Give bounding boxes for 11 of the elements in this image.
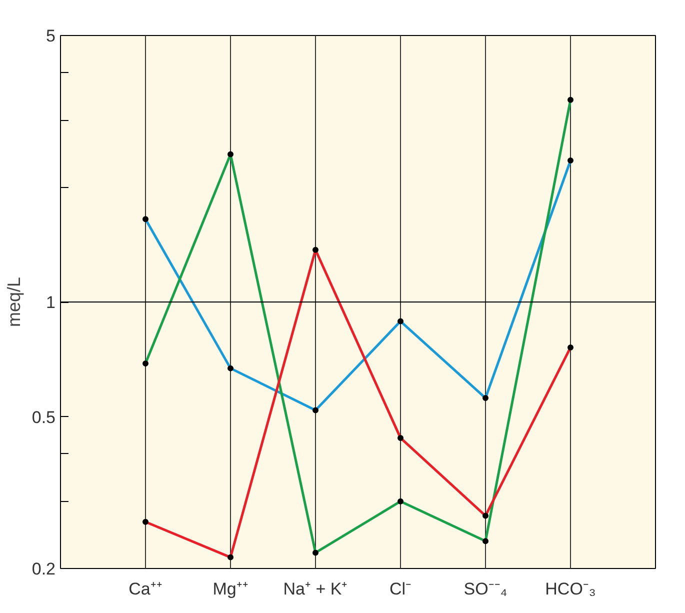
y-tick-label: 0.5 [32, 408, 56, 427]
y-tick-label: 1 [46, 293, 56, 312]
x-tick-label: Mg⁺⁺ [212, 580, 248, 598]
x-tick-label: SO⁻⁻₄ [464, 580, 508, 598]
y-tick-label: 5 [46, 26, 56, 46]
x-tick-label: HCO⁻₃ [545, 580, 596, 598]
x-tick-label: Ca⁺⁺ [128, 580, 162, 598]
y-axis-title: meq/L [4, 276, 24, 328]
x-tick-label: Cl⁻ [389, 580, 412, 598]
x-tick-label: Na⁺ + K⁺ [283, 580, 348, 598]
y-tick-label: 0.2 [32, 560, 56, 578]
